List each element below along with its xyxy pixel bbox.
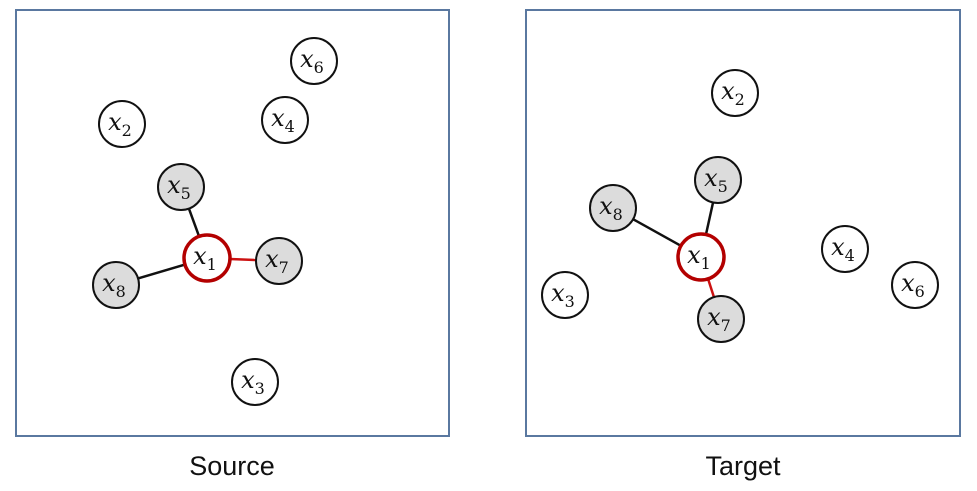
- node-symbol: x: [901, 269, 915, 297]
- source-node-x3: x3: [231, 358, 279, 406]
- node-symbol: x: [599, 192, 613, 220]
- source-node-x8: x8: [92, 261, 140, 309]
- target-node-circle: [541, 271, 589, 319]
- source-edge-x1-x8: [137, 263, 186, 280]
- target-node-x4: x4: [821, 225, 869, 273]
- target-node-label: x4: [831, 233, 855, 265]
- source-node-label: x1: [193, 242, 217, 274]
- node-symbol: x: [551, 279, 565, 307]
- target-node-label: x6: [901, 269, 925, 301]
- node-symbol: x: [265, 245, 279, 273]
- node-subscript: 1: [701, 254, 711, 273]
- source-node-label: x7: [265, 245, 289, 277]
- node-symbol: x: [704, 164, 718, 192]
- node-symbol: x: [687, 241, 701, 269]
- node-symbol: x: [721, 77, 735, 105]
- target-node-x2: x2: [711, 69, 759, 117]
- source-node-x2: x2: [98, 100, 146, 148]
- target-node-x8: x8: [589, 184, 637, 232]
- source-node-circle: [231, 358, 279, 406]
- target-node-x1: x1: [676, 232, 726, 282]
- source-node-circle: [92, 261, 140, 309]
- target-node-circle: [711, 69, 759, 117]
- target-node-label: x2: [721, 77, 745, 109]
- node-subscript: 8: [613, 205, 623, 224]
- target-node-circle: [821, 225, 869, 273]
- source-node-circle: [157, 163, 205, 211]
- node-subscript: 8: [116, 282, 126, 301]
- node-symbol: x: [831, 233, 845, 261]
- node-subscript: 7: [721, 316, 731, 335]
- target-edges: [632, 202, 716, 298]
- target-node-x7: x7: [697, 295, 745, 343]
- node-subscript: 5: [718, 177, 728, 196]
- node-subscript: 2: [735, 90, 745, 109]
- target-node-circle: [589, 184, 637, 232]
- node-subscript: 6: [314, 58, 324, 77]
- source-node-x6: x6: [290, 37, 338, 85]
- node-subscript: 4: [845, 246, 855, 265]
- node-symbol: x: [241, 366, 255, 394]
- target-caption: Target: [705, 451, 781, 481]
- target-node-x6: x6: [891, 261, 939, 309]
- node-symbol: x: [102, 269, 116, 297]
- source-node-x5: x5: [157, 163, 205, 211]
- source-node-label: x2: [108, 108, 132, 140]
- source-node-circle: [182, 233, 232, 283]
- source-edge-x1-x7: [229, 257, 257, 262]
- source-node-label: x4: [271, 104, 295, 136]
- target-node-x3: x3: [541, 271, 589, 319]
- target-node-label: x7: [707, 303, 731, 335]
- node-symbol: x: [707, 303, 721, 331]
- source-node-label: x3: [241, 366, 265, 398]
- source-node-circle: [255, 237, 303, 285]
- target-edge-x1-x7: [706, 278, 716, 298]
- node-symbol: x: [108, 108, 122, 136]
- node-subscript: 3: [565, 292, 575, 311]
- node-symbol: x: [193, 242, 207, 270]
- source-node-circle: [261, 96, 309, 144]
- node-subscript: 7: [279, 258, 289, 277]
- target-node-label: x1: [687, 241, 711, 273]
- target-node-circle: [891, 261, 939, 309]
- target-node-label: x3: [551, 279, 575, 311]
- target-edge-x1-x5: [704, 202, 715, 235]
- source-edges: [137, 208, 257, 280]
- node-subscript: 5: [181, 184, 191, 203]
- target-node-circle: [676, 232, 726, 282]
- target-node-circle: [697, 295, 745, 343]
- source-edge-x1-x5: [187, 208, 201, 237]
- node-symbol: x: [167, 171, 181, 199]
- source-node-x7: x7: [255, 237, 303, 285]
- source-node-circle: [98, 100, 146, 148]
- source-node-x1: x1: [182, 233, 232, 283]
- node-subscript: 6: [915, 282, 925, 301]
- source-node-x4: x4: [261, 96, 309, 144]
- target-node-label: x5: [704, 164, 728, 196]
- target-node-x5: x5: [694, 156, 742, 204]
- target-node-circle: [694, 156, 742, 204]
- node-subscript: 1: [207, 255, 217, 274]
- target-node-label: x8: [599, 192, 623, 224]
- source-caption: Source: [189, 451, 275, 481]
- source-panel-frame: [15, 9, 450, 437]
- node-subscript: 2: [122, 121, 132, 140]
- node-symbol: x: [300, 45, 314, 73]
- node-subscript: 3: [255, 379, 265, 398]
- source-node-label: x5: [167, 171, 191, 203]
- source-node-label: x6: [300, 45, 324, 77]
- source-node-circle: [290, 37, 338, 85]
- target-edge-x1-x8: [632, 218, 682, 247]
- node-subscript: 4: [285, 117, 295, 136]
- node-symbol: x: [271, 104, 285, 132]
- source-node-label: x8: [102, 269, 126, 301]
